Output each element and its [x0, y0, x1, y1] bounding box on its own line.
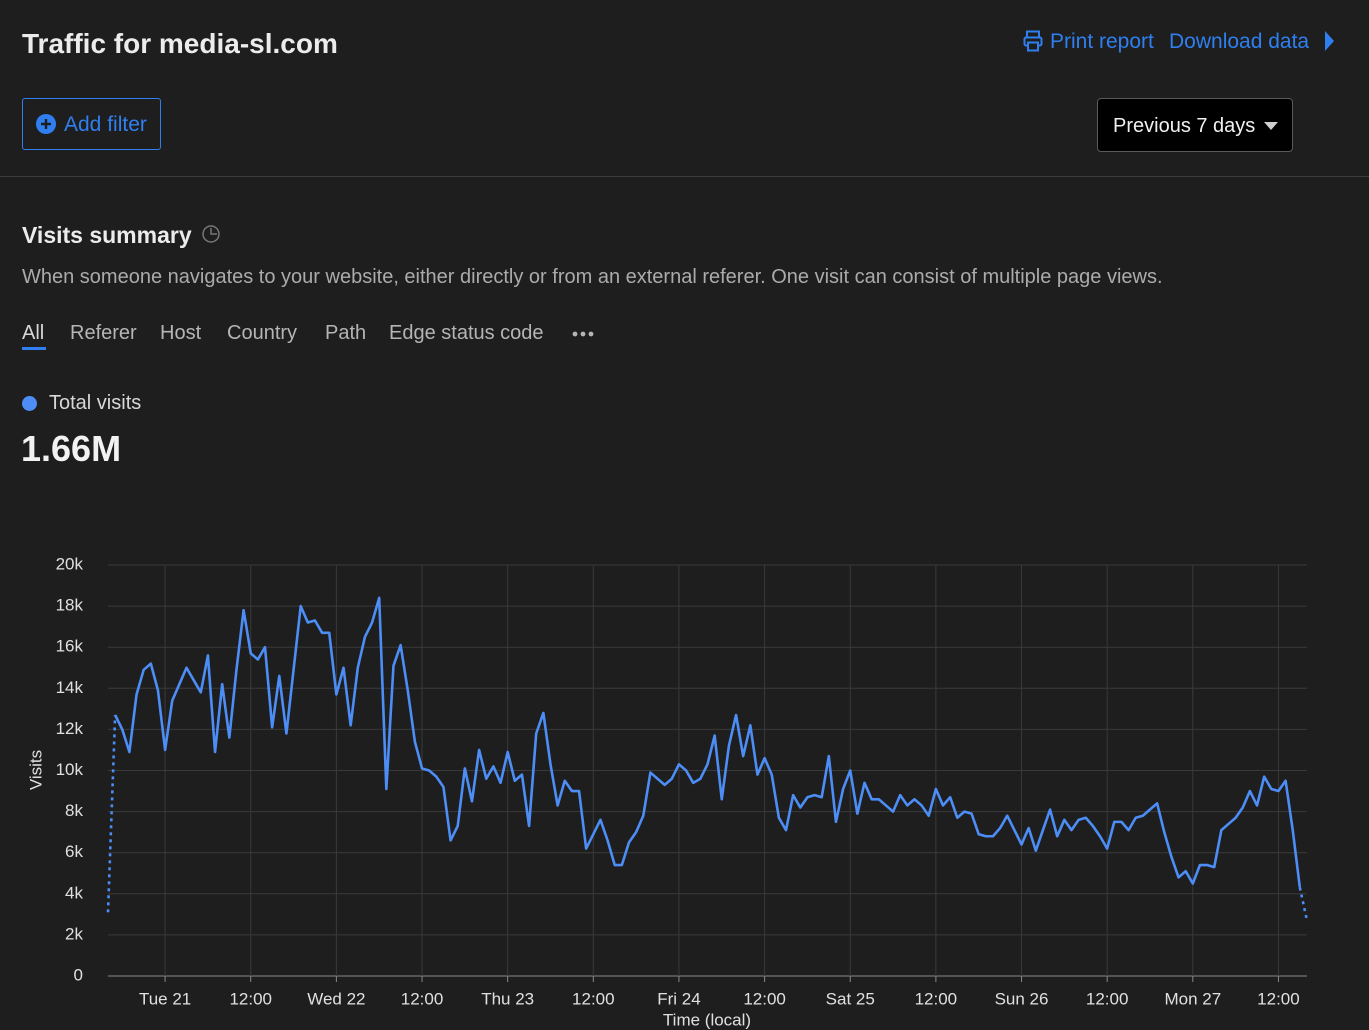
tab[interactable]: Host — [160, 322, 202, 344]
x-tick-label: 12:00 — [572, 989, 615, 1008]
print-icon — [1023, 30, 1043, 52]
x-tick-label: Mon 27 — [1164, 989, 1221, 1008]
x-tick-label: 12:00 — [743, 989, 786, 1008]
separator — [0, 176, 1369, 177]
add-filter-button[interactable]: Add filter — [22, 98, 161, 150]
series-line — [106, 714, 117, 913]
section-description: When someone navigates to your website, … — [22, 266, 1163, 288]
y-tick-label: 16k — [56, 637, 84, 656]
date-range-dropdown[interactable]: Previous 7 days — [1097, 98, 1293, 152]
x-tick-label: Thu 23 — [481, 989, 534, 1008]
y-tick-label: 14k — [56, 678, 84, 697]
tab[interactable]: All — [22, 322, 45, 344]
x-tick-label: Wed 22 — [307, 989, 365, 1008]
x-tick-label: Sun 26 — [995, 989, 1049, 1008]
legend-swatch — [22, 396, 37, 411]
total-visits: 1.66M — [21, 428, 122, 469]
download-data-link[interactable]: Download data — [1169, 30, 1310, 53]
add-filter-label: Add filter — [64, 113, 147, 136]
more-tabs[interactable] — [572, 330, 594, 338]
x-tick-label: 12:00 — [1257, 989, 1300, 1008]
x-axis-label: Time (local) — [663, 1010, 751, 1029]
info-icon — [202, 225, 220, 243]
tab[interactable]: Country — [227, 322, 298, 344]
y-tick-label: 8k — [65, 801, 83, 820]
y-tick-label: 12k — [56, 719, 84, 738]
active-tab-underline — [22, 347, 46, 350]
tab[interactable]: Path — [325, 322, 367, 344]
page-title: Traffic for media-sl.com — [22, 28, 338, 59]
date-range-label: Previous 7 days — [1113, 115, 1256, 137]
print-report-link[interactable]: Print report — [1050, 30, 1154, 53]
x-tick-label: 12:00 — [915, 989, 958, 1008]
y-tick-label: 18k — [56, 596, 84, 615]
y-tick-label: 4k — [65, 883, 83, 902]
x-tick-label: Tue 21 — [139, 989, 191, 1008]
x-tick-label: 12:00 — [1086, 989, 1129, 1008]
plus-icon — [36, 114, 56, 134]
series-line — [113, 596, 1302, 888]
y-tick-label: 10k — [56, 760, 84, 779]
tab[interactable]: Referer — [70, 322, 137, 344]
y-tick-label: 2k — [65, 924, 83, 943]
download-arrow — [1325, 31, 1334, 51]
tab[interactable]: Edge status code — [389, 322, 544, 344]
x-tick-label: Fri 24 — [657, 989, 700, 1008]
legend-label: Total visits — [49, 392, 142, 414]
x-tick-label: 12:00 — [229, 989, 272, 1008]
x-tick-label: 12:00 — [401, 989, 444, 1008]
section-title: Visits summary — [22, 222, 192, 248]
y-tick-label: 6k — [65, 842, 83, 861]
y-tick-label: 20k — [56, 554, 84, 573]
series-line — [1298, 887, 1309, 921]
x-tick-label: Sat 25 — [826, 989, 875, 1008]
y-tick-label: 0 — [74, 965, 83, 984]
caret-icon — [1264, 122, 1278, 130]
y-axis-label: Visits — [26, 750, 45, 790]
